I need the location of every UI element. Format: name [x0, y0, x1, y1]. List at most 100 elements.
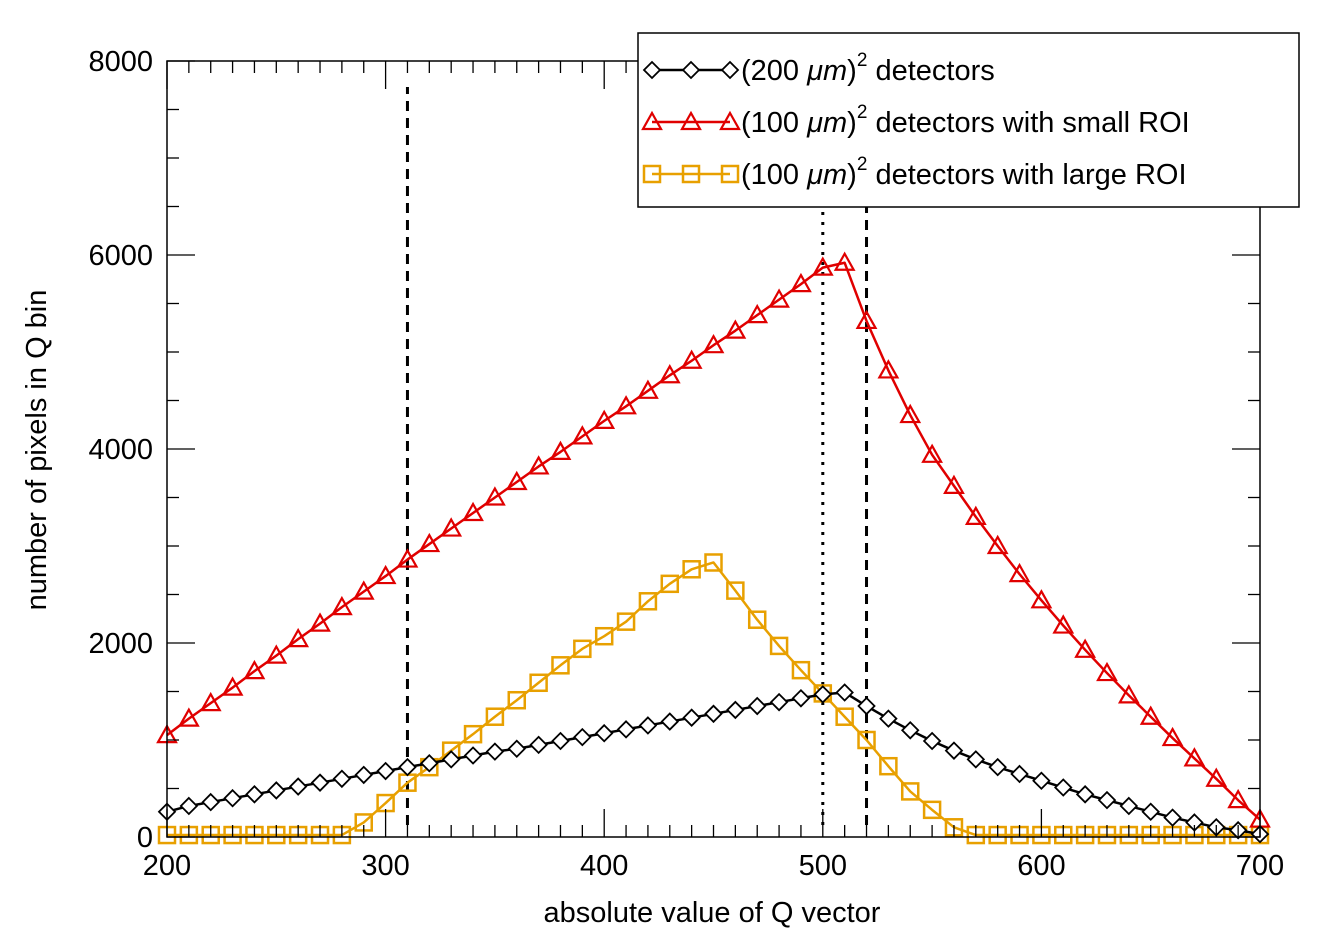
data-point [420, 754, 439, 773]
x-tick-label: 200 [143, 850, 191, 882]
data-point [988, 757, 1007, 777]
data-point [221, 676, 244, 696]
data-point [704, 704, 723, 724]
data-point [1161, 726, 1184, 747]
data-point [418, 532, 441, 553]
data-point [615, 395, 637, 415]
y-axis-label: number of pixels in Q bin [21, 290, 53, 611]
data-point [1097, 790, 1117, 810]
legend-marker [642, 60, 662, 80]
data-point [1032, 771, 1051, 791]
data-point [791, 689, 811, 708]
data-point [551, 731, 570, 751]
y-tick-label: 0 [137, 822, 153, 854]
data-point [900, 721, 920, 740]
data-point [267, 781, 286, 800]
legend-marker [681, 164, 701, 184]
data-point [658, 364, 681, 384]
data-point [594, 723, 614, 743]
data-point [986, 534, 1009, 555]
data-point [463, 724, 483, 744]
data-point [616, 720, 636, 739]
legend-label: (100 μm)2 detectors with large ROI [741, 154, 1187, 191]
data-point [1163, 808, 1182, 827]
data-point [505, 470, 528, 491]
data-point [529, 673, 548, 693]
data-point [265, 644, 288, 664]
data-point [855, 309, 878, 330]
data-point [922, 800, 942, 820]
data-point [441, 750, 461, 769]
x-axis-label: absolute value of Q vector [544, 897, 881, 929]
data-point [921, 443, 943, 463]
data-point [287, 627, 310, 648]
data-point [857, 696, 876, 716]
data-point [680, 349, 703, 369]
series-line [167, 561, 1260, 837]
data-point [529, 735, 548, 755]
data-point [201, 792, 220, 812]
data-point [616, 612, 636, 631]
data-point [833, 251, 856, 271]
data-point [660, 574, 680, 594]
data-point [790, 272, 812, 293]
data-point [593, 409, 616, 429]
x-tick-label: 700 [1236, 850, 1284, 882]
data-point [682, 708, 701, 727]
data-point [811, 256, 834, 276]
data-point [726, 700, 745, 720]
x-tick-label: 600 [1017, 850, 1065, 882]
data-point [507, 690, 527, 710]
legend-marker [680, 110, 702, 131]
y-tick-label: 8000 [88, 46, 153, 78]
legend-label: (100 μm)2 detectors with small ROI [741, 102, 1190, 139]
x-tick-label: 400 [580, 850, 628, 882]
data-point [573, 727, 592, 747]
data-point [747, 610, 767, 629]
data-point [944, 741, 964, 760]
data-point [374, 564, 397, 585]
legend-label: (200 μm)2 detectors [741, 50, 995, 87]
series-diamond [157, 683, 1270, 844]
data-point [179, 796, 199, 816]
data-point [571, 425, 594, 445]
data-point [726, 581, 745, 600]
data-point [835, 707, 854, 726]
data-point [463, 746, 483, 765]
data-point [1139, 705, 1162, 725]
data-point [1183, 747, 1206, 767]
data-point [813, 685, 833, 704]
data-point [1205, 767, 1228, 787]
data-point [1096, 661, 1118, 682]
data-point [1117, 684, 1140, 704]
data-point [922, 731, 942, 751]
data-point [899, 403, 922, 424]
x-tick-label: 300 [361, 850, 409, 882]
data-point [332, 769, 352, 789]
series-square [157, 553, 1270, 845]
data-point [1075, 785, 1095, 804]
data-point [288, 777, 308, 796]
data-point [245, 785, 264, 804]
data-point [1052, 614, 1075, 634]
data-point [376, 761, 395, 781]
data-point [223, 788, 242, 808]
data-point [966, 750, 986, 769]
data-point [1053, 778, 1073, 797]
legend-box [637, 32, 1300, 208]
y-tick-label: 4000 [88, 434, 153, 466]
data-point [746, 303, 769, 324]
data-point [440, 517, 463, 537]
data-point [354, 765, 374, 785]
data-point [877, 359, 900, 379]
data-point [462, 501, 484, 522]
data-point [330, 595, 353, 616]
data-point [1030, 589, 1053, 609]
data-point [879, 709, 898, 728]
legend-marker [719, 110, 741, 131]
data-point [309, 612, 331, 632]
data-point [879, 756, 898, 776]
data-point [594, 626, 614, 646]
data-point [637, 379, 659, 399]
